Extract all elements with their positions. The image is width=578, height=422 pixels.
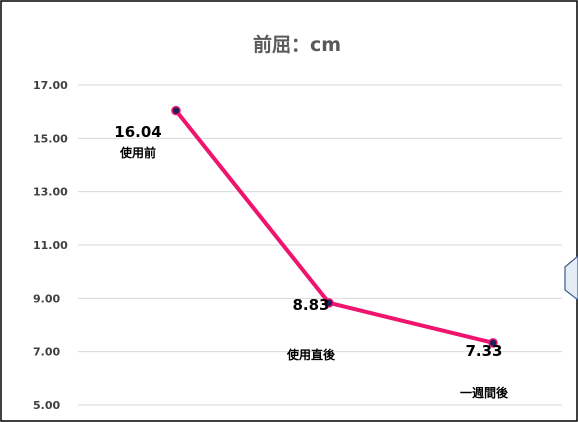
data-point	[171, 105, 181, 116]
data-label-category: 一週間後	[460, 385, 509, 400]
markers	[171, 105, 498, 348]
y-tick-label: 13.00	[33, 186, 68, 199]
callout-shape	[564, 255, 578, 301]
data-label-value: 16.04	[114, 123, 161, 141]
data-label-category: 使用前	[119, 145, 156, 160]
y-tick-label: 15.00	[33, 132, 68, 145]
data-point	[324, 298, 334, 308]
y-tick-label: 11.00	[33, 239, 68, 252]
y-tick-label: 5.00	[33, 399, 60, 412]
y-tick-label: 9.00	[33, 292, 60, 305]
data-label-value: 7.33	[465, 342, 502, 360]
chart-title: 前屈：cm	[253, 33, 341, 56]
data-label-value: 8.83	[292, 296, 329, 314]
gridlines	[78, 84, 562, 406]
data-labels: 16.04 使用前 8.83 使用直後 7.33 一週間後	[114, 123, 509, 400]
data-point	[488, 338, 498, 348]
y-axis-ticks: 17.00 15.00 13.00 11.00 9.00 7.00 5.00	[33, 79, 68, 412]
y-tick-label: 17.00	[33, 79, 68, 92]
y-tick-label: 7.00	[33, 346, 60, 359]
data-label-category: 使用直後	[286, 347, 336, 362]
